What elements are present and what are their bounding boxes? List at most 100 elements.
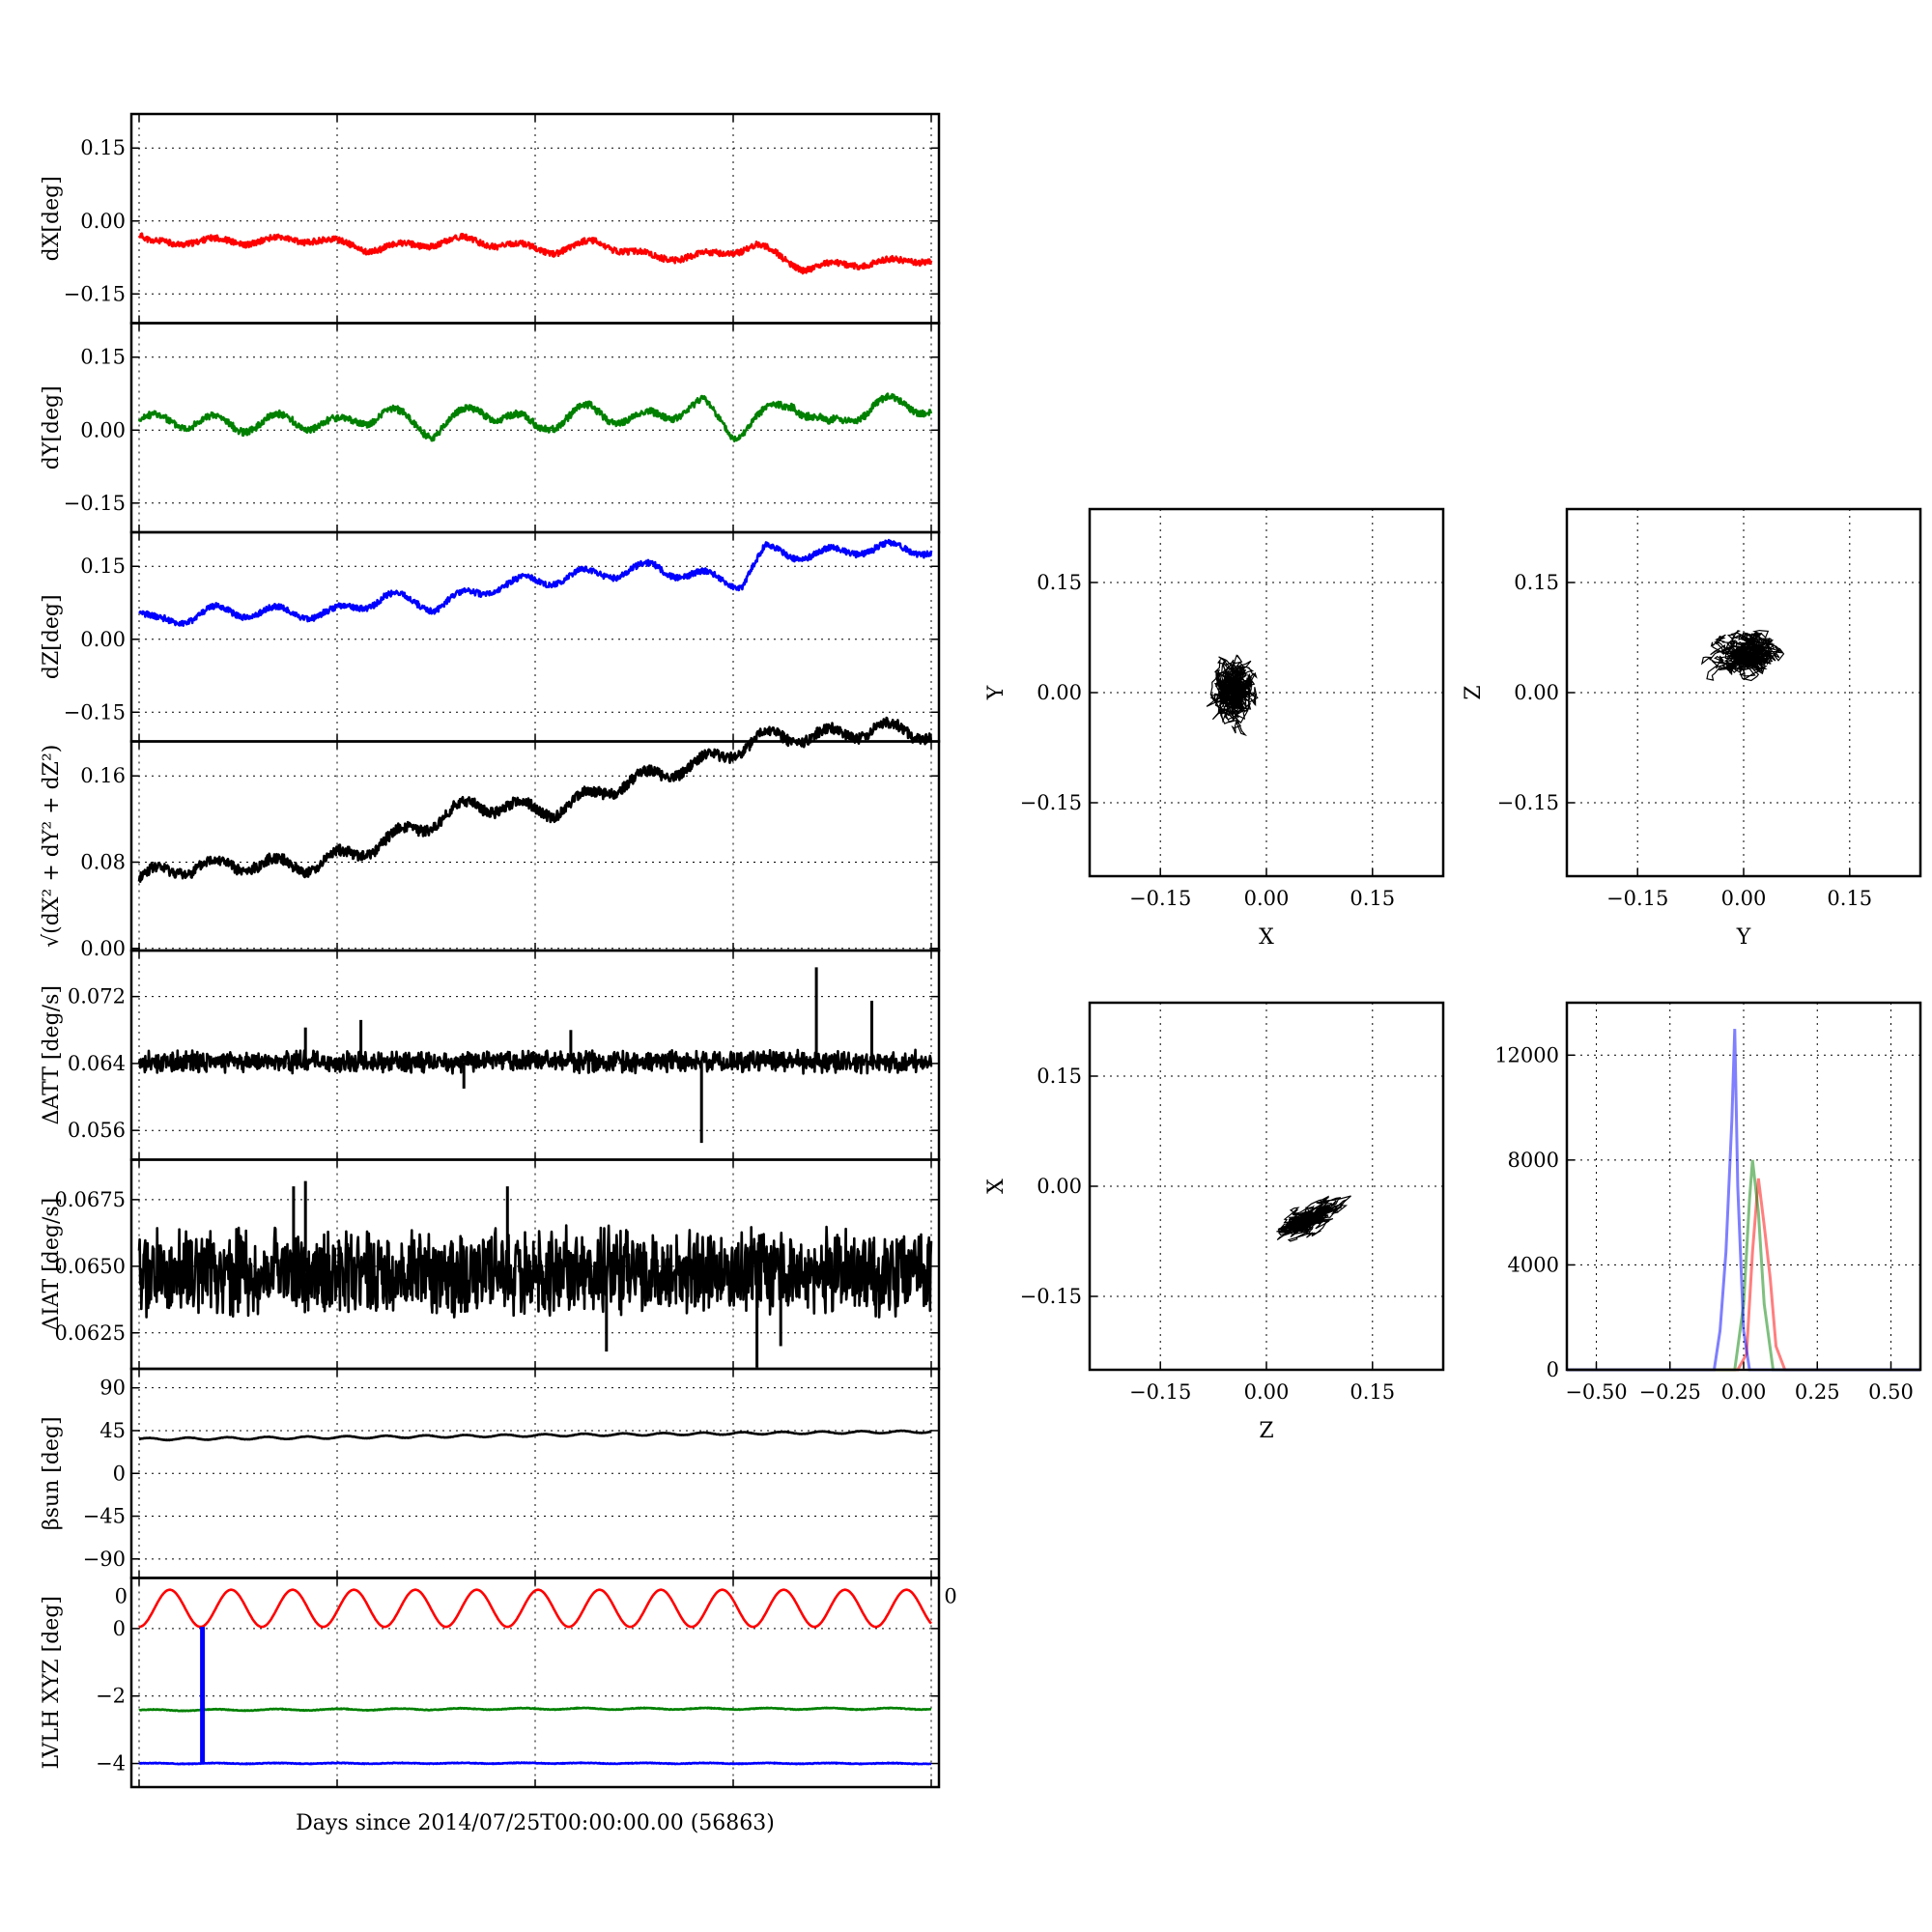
histogram-line: [1567, 1029, 1920, 1372]
panel-XY: −0.15 −0.15 0.00 0.00 0.15 0.15 X Y: [984, 507, 1445, 950]
y-tick-label: 0.072: [68, 985, 126, 1009]
x-tick-label: 0.50: [1868, 1380, 1914, 1404]
histogram-line: [1567, 1178, 1920, 1372]
histogram-line: [1567, 1159, 1920, 1372]
series-line: [137, 1224, 933, 1319]
y-tick-label: 0.00: [80, 628, 126, 651]
x-edge-label: 0: [115, 1585, 128, 1608]
y-tick-label: 0.15: [80, 136, 126, 159]
panel-frame: [129, 1577, 941, 1789]
x-axis-label: Z: [1259, 1419, 1273, 1443]
y-tick-label: 0: [113, 1617, 126, 1640]
panel-frame: [129, 530, 941, 743]
scatter-trace: [1206, 654, 1259, 737]
y-tick-label: −0.15: [1020, 1285, 1082, 1308]
y-axis-label: X: [984, 1179, 1009, 1194]
y-tick-label: 0.0650: [55, 1255, 126, 1278]
y-tick-label: 0.15: [1037, 571, 1082, 594]
y-tick-label: 8000: [1508, 1149, 1559, 1172]
panel-YZ: −0.15 −0.15 0.00 0.00 0.15 0.15 Y Z: [1462, 507, 1922, 950]
panel-frame: [129, 112, 941, 325]
y-axis-label: ΔIAT [deg/s]: [40, 1198, 64, 1331]
scatter-trace: [1700, 629, 1785, 682]
x-tick-label: −0.15: [1129, 1380, 1191, 1404]
y-tick-label: −0.15: [64, 492, 126, 515]
panel-ZX: −0.15 −0.15 0.00 0.00 0.15 0.15 Z X: [984, 1001, 1445, 1443]
series-line: [137, 232, 933, 275]
y-tick-label: 0.15: [1514, 571, 1559, 594]
y-tick-label: 0.00: [1514, 681, 1559, 704]
x-tick-label: −0.15: [1129, 887, 1191, 910]
series-line: [138, 1588, 932, 1629]
x-tick-label: −0.25: [1639, 1380, 1701, 1404]
y-tick-label: 0: [1547, 1358, 1559, 1381]
x-tick-label: 0.15: [1350, 1380, 1395, 1404]
x-tick-label: −0.50: [1565, 1380, 1627, 1404]
panel-histogram: −0.50 −0.25 0.00 0.25 0.50 0 4000 8000 12000: [1494, 1001, 1922, 1404]
y-tick-label: 0.00: [80, 937, 126, 960]
y-axis-label: Z: [1462, 685, 1486, 699]
y-axis-label: dY[deg]: [40, 385, 64, 469]
y-axis-label: dZ[deg]: [40, 594, 64, 679]
y-tick-label: 0.056: [68, 1119, 126, 1142]
y-tick-label: −0.15: [1497, 791, 1559, 814]
y-axis-label: ΔATT [deg/s]: [40, 985, 64, 1124]
panel-magnitude: 0.16 0.08 0.00 √(dX² + dY² + dZ²): [40, 716, 941, 960]
x-tick-label: 0.00: [1721, 1380, 1767, 1404]
series-line: [137, 1048, 933, 1075]
series-line: [137, 392, 933, 443]
y-tick-label: 90: [99, 1377, 126, 1400]
x-axis-label: Y: [1736, 925, 1751, 950]
x-tick-label: 0.00: [1721, 887, 1767, 910]
y-axis-label: βsun [deg]: [40, 1416, 64, 1530]
y-tick-label: 0.00: [1037, 681, 1082, 704]
panel-frame: [1565, 1001, 1922, 1372]
x-tick-label: 0.15: [1350, 887, 1395, 910]
y-tick-label: 0.16: [80, 764, 126, 787]
y-axis-label: Y: [984, 685, 1009, 700]
y-tick-label: 12000: [1494, 1043, 1559, 1066]
y-tick-label: 4000: [1508, 1253, 1559, 1276]
y-tick-label: −90: [83, 1548, 126, 1571]
panel-frame: [129, 740, 941, 952]
y-tick-label: 0.00: [80, 418, 126, 441]
x-tick-label: −0.15: [1606, 887, 1668, 910]
y-tick-label: 0.15: [80, 346, 126, 369]
panel-frame: [129, 1367, 941, 1579]
y-tick-label: 45: [99, 1419, 126, 1442]
y-tick-label: −45: [83, 1505, 126, 1528]
y-axis-label: dX[deg]: [40, 176, 64, 261]
series-line: [138, 538, 933, 628]
y-tick-label: 0.0675: [55, 1188, 126, 1211]
series-line: [138, 1761, 932, 1766]
series-line: [138, 1706, 932, 1713]
panel-frame: [1565, 507, 1922, 878]
y-tick-label: 0.064: [68, 1052, 126, 1075]
y-tick-label: 0: [113, 1462, 126, 1485]
y-tick-label: 0.15: [80, 554, 126, 578]
x-tick-label: 0.25: [1795, 1380, 1840, 1404]
y-tick-label: 0.00: [1037, 1175, 1082, 1198]
y-tick-label: −0.15: [64, 282, 126, 305]
x-axis-label: X: [1259, 925, 1274, 950]
y-axis-label: √(dX² + dY² + dZ²): [40, 745, 64, 948]
y-tick-label: 0.15: [1037, 1065, 1082, 1088]
x-tick-label: 0.00: [1244, 887, 1290, 910]
x-tick-label: 0.00: [1244, 1380, 1290, 1404]
x-edge-label: 0: [944, 1585, 956, 1608]
y-tick-label: −2: [96, 1685, 126, 1708]
y-tick-label: −0.15: [1020, 791, 1082, 814]
y-tick-label: 0.00: [80, 210, 126, 233]
y-tick-label: −0.15: [64, 700, 126, 724]
panel-frame: [1088, 1001, 1445, 1372]
panel-frame: [1088, 507, 1445, 878]
x-axis-label: Days since 2014/07/25T00:00:00.00 (56863…: [296, 1811, 775, 1835]
y-axis-label: LVLH XYZ [deg]: [40, 1596, 64, 1770]
y-tick-label: 0.08: [80, 850, 126, 873]
